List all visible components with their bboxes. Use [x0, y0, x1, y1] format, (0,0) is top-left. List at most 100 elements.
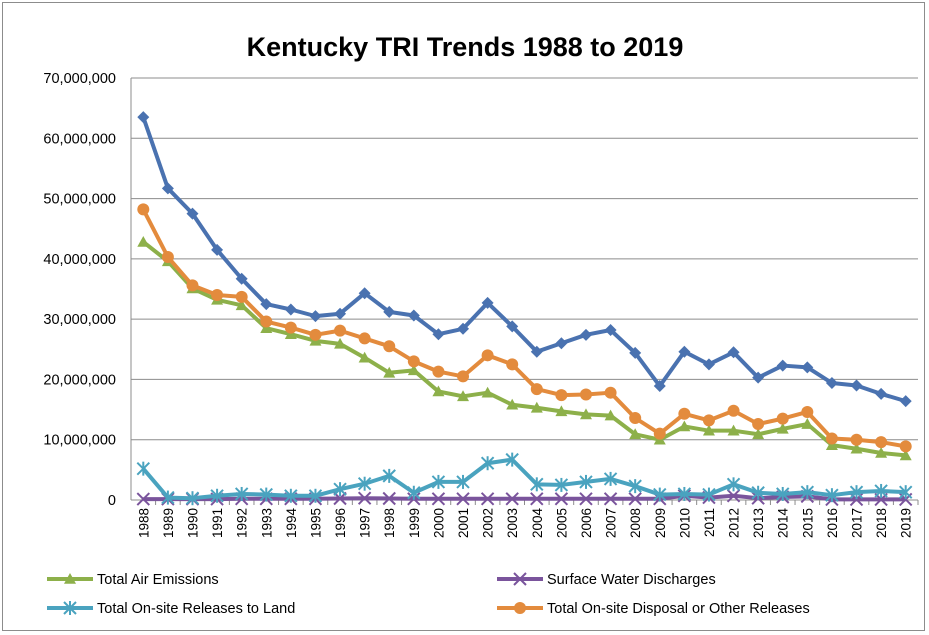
data-point: [555, 389, 568, 402]
x-tick-label: 2010: [677, 508, 692, 538]
data-point: [825, 488, 839, 503]
data-point: [678, 407, 691, 420]
data-point: [186, 279, 199, 292]
data-point: [702, 424, 715, 436]
data-point: [334, 337, 347, 349]
data-point: [407, 485, 421, 500]
data-point: [259, 487, 273, 502]
x-tick-label: 2018: [874, 508, 889, 538]
data-point: [530, 401, 543, 413]
y-tick-label: 40,000,000: [43, 252, 116, 268]
data-point: [284, 488, 298, 503]
data-point: [161, 251, 174, 264]
data-point: [457, 322, 470, 335]
data-point: [382, 468, 396, 483]
data-point: [136, 492, 151, 506]
x-tick-label: 2019: [899, 508, 914, 538]
data-point: [604, 409, 617, 421]
data-point: [874, 483, 888, 498]
marker-stroke: [513, 572, 527, 586]
legend: Total Air Emissions Surface Water Dischar…: [47, 572, 810, 617]
data-point: [480, 492, 495, 506]
data-point: [260, 322, 273, 333]
data-point: [727, 424, 740, 436]
y-tick-label: 50,000,000: [43, 192, 116, 208]
data-point: [357, 491, 372, 505]
data-point: [875, 387, 888, 400]
legend-item-air: Total Air Emissions: [47, 572, 219, 588]
marker-stroke: [554, 492, 569, 506]
data-point: [678, 420, 691, 432]
data-point: [554, 477, 569, 492]
data-point: [752, 428, 765, 440]
data-point: [801, 418, 814, 429]
legend-item-land: Total On-site Releases to Land: [47, 601, 295, 617]
marker-stroke: [382, 491, 396, 506]
data-point: [579, 492, 593, 506]
data-point: [898, 485, 913, 500]
data-point: [432, 385, 445, 397]
x-tick-label: 2004: [530, 508, 545, 539]
x-tick-label: 2015: [800, 508, 815, 538]
data-point: [235, 299, 248, 311]
marker-stroke: [456, 492, 470, 506]
series-line: [142, 240, 906, 458]
data-point: [776, 412, 789, 425]
data-point: [530, 383, 543, 396]
data-point: [358, 351, 371, 363]
data-point: [137, 235, 150, 247]
data-point: [505, 492, 519, 506]
series-total: [137, 111, 912, 408]
legend-item-water: Surface Water Discharges: [497, 572, 716, 588]
data-point: [308, 488, 323, 503]
data-point: [506, 358, 519, 371]
data-point: [260, 298, 273, 311]
marker-stroke: [603, 492, 618, 506]
data-point: [284, 303, 297, 316]
data-point: [358, 332, 371, 345]
y-tick-label: 70,000,000: [43, 71, 116, 87]
data-point: [678, 345, 691, 358]
data-point: [579, 408, 592, 420]
series-line: [141, 457, 906, 501]
x-tick-label: 2000: [431, 508, 446, 538]
data-point: [235, 272, 248, 285]
data-point: [653, 380, 666, 393]
x-tick-label: 1999: [407, 508, 422, 538]
data-point: [530, 345, 543, 358]
x-tick-label: 2001: [456, 508, 471, 538]
x-tick-label: 1989: [161, 508, 176, 538]
data-point: [653, 487, 667, 502]
data-point: [702, 487, 716, 502]
x-tick-label: 2014: [776, 508, 791, 539]
data-point: [751, 485, 765, 500]
data-point: [702, 414, 715, 427]
data-point: [383, 305, 396, 318]
x-tick-label: 1988: [136, 508, 151, 538]
data-point: [850, 433, 863, 446]
data-point: [506, 320, 519, 333]
data-point: [899, 449, 912, 461]
data-point: [554, 492, 569, 506]
data-point: [309, 310, 322, 323]
y-tick-label: 30,000,000: [43, 312, 116, 328]
x-tick-label: 2017: [850, 508, 865, 538]
data-point: [555, 405, 568, 417]
data-point: [481, 349, 494, 362]
data-point: [800, 485, 815, 500]
x-tick-label: 1992: [235, 508, 250, 538]
x-tick-label: 2006: [579, 508, 594, 538]
series-line: [141, 208, 907, 449]
x-tick-label: 2016: [825, 508, 840, 538]
data-point: [211, 289, 224, 302]
data-point: [480, 456, 495, 471]
data-point: [726, 477, 741, 492]
data-point: [604, 386, 617, 399]
x-tick-label: 1990: [185, 508, 200, 538]
x-tick-label: 1995: [308, 508, 323, 538]
data-point: [481, 296, 494, 309]
data-point: [801, 405, 814, 418]
x-tick-label: 1991: [210, 508, 225, 538]
